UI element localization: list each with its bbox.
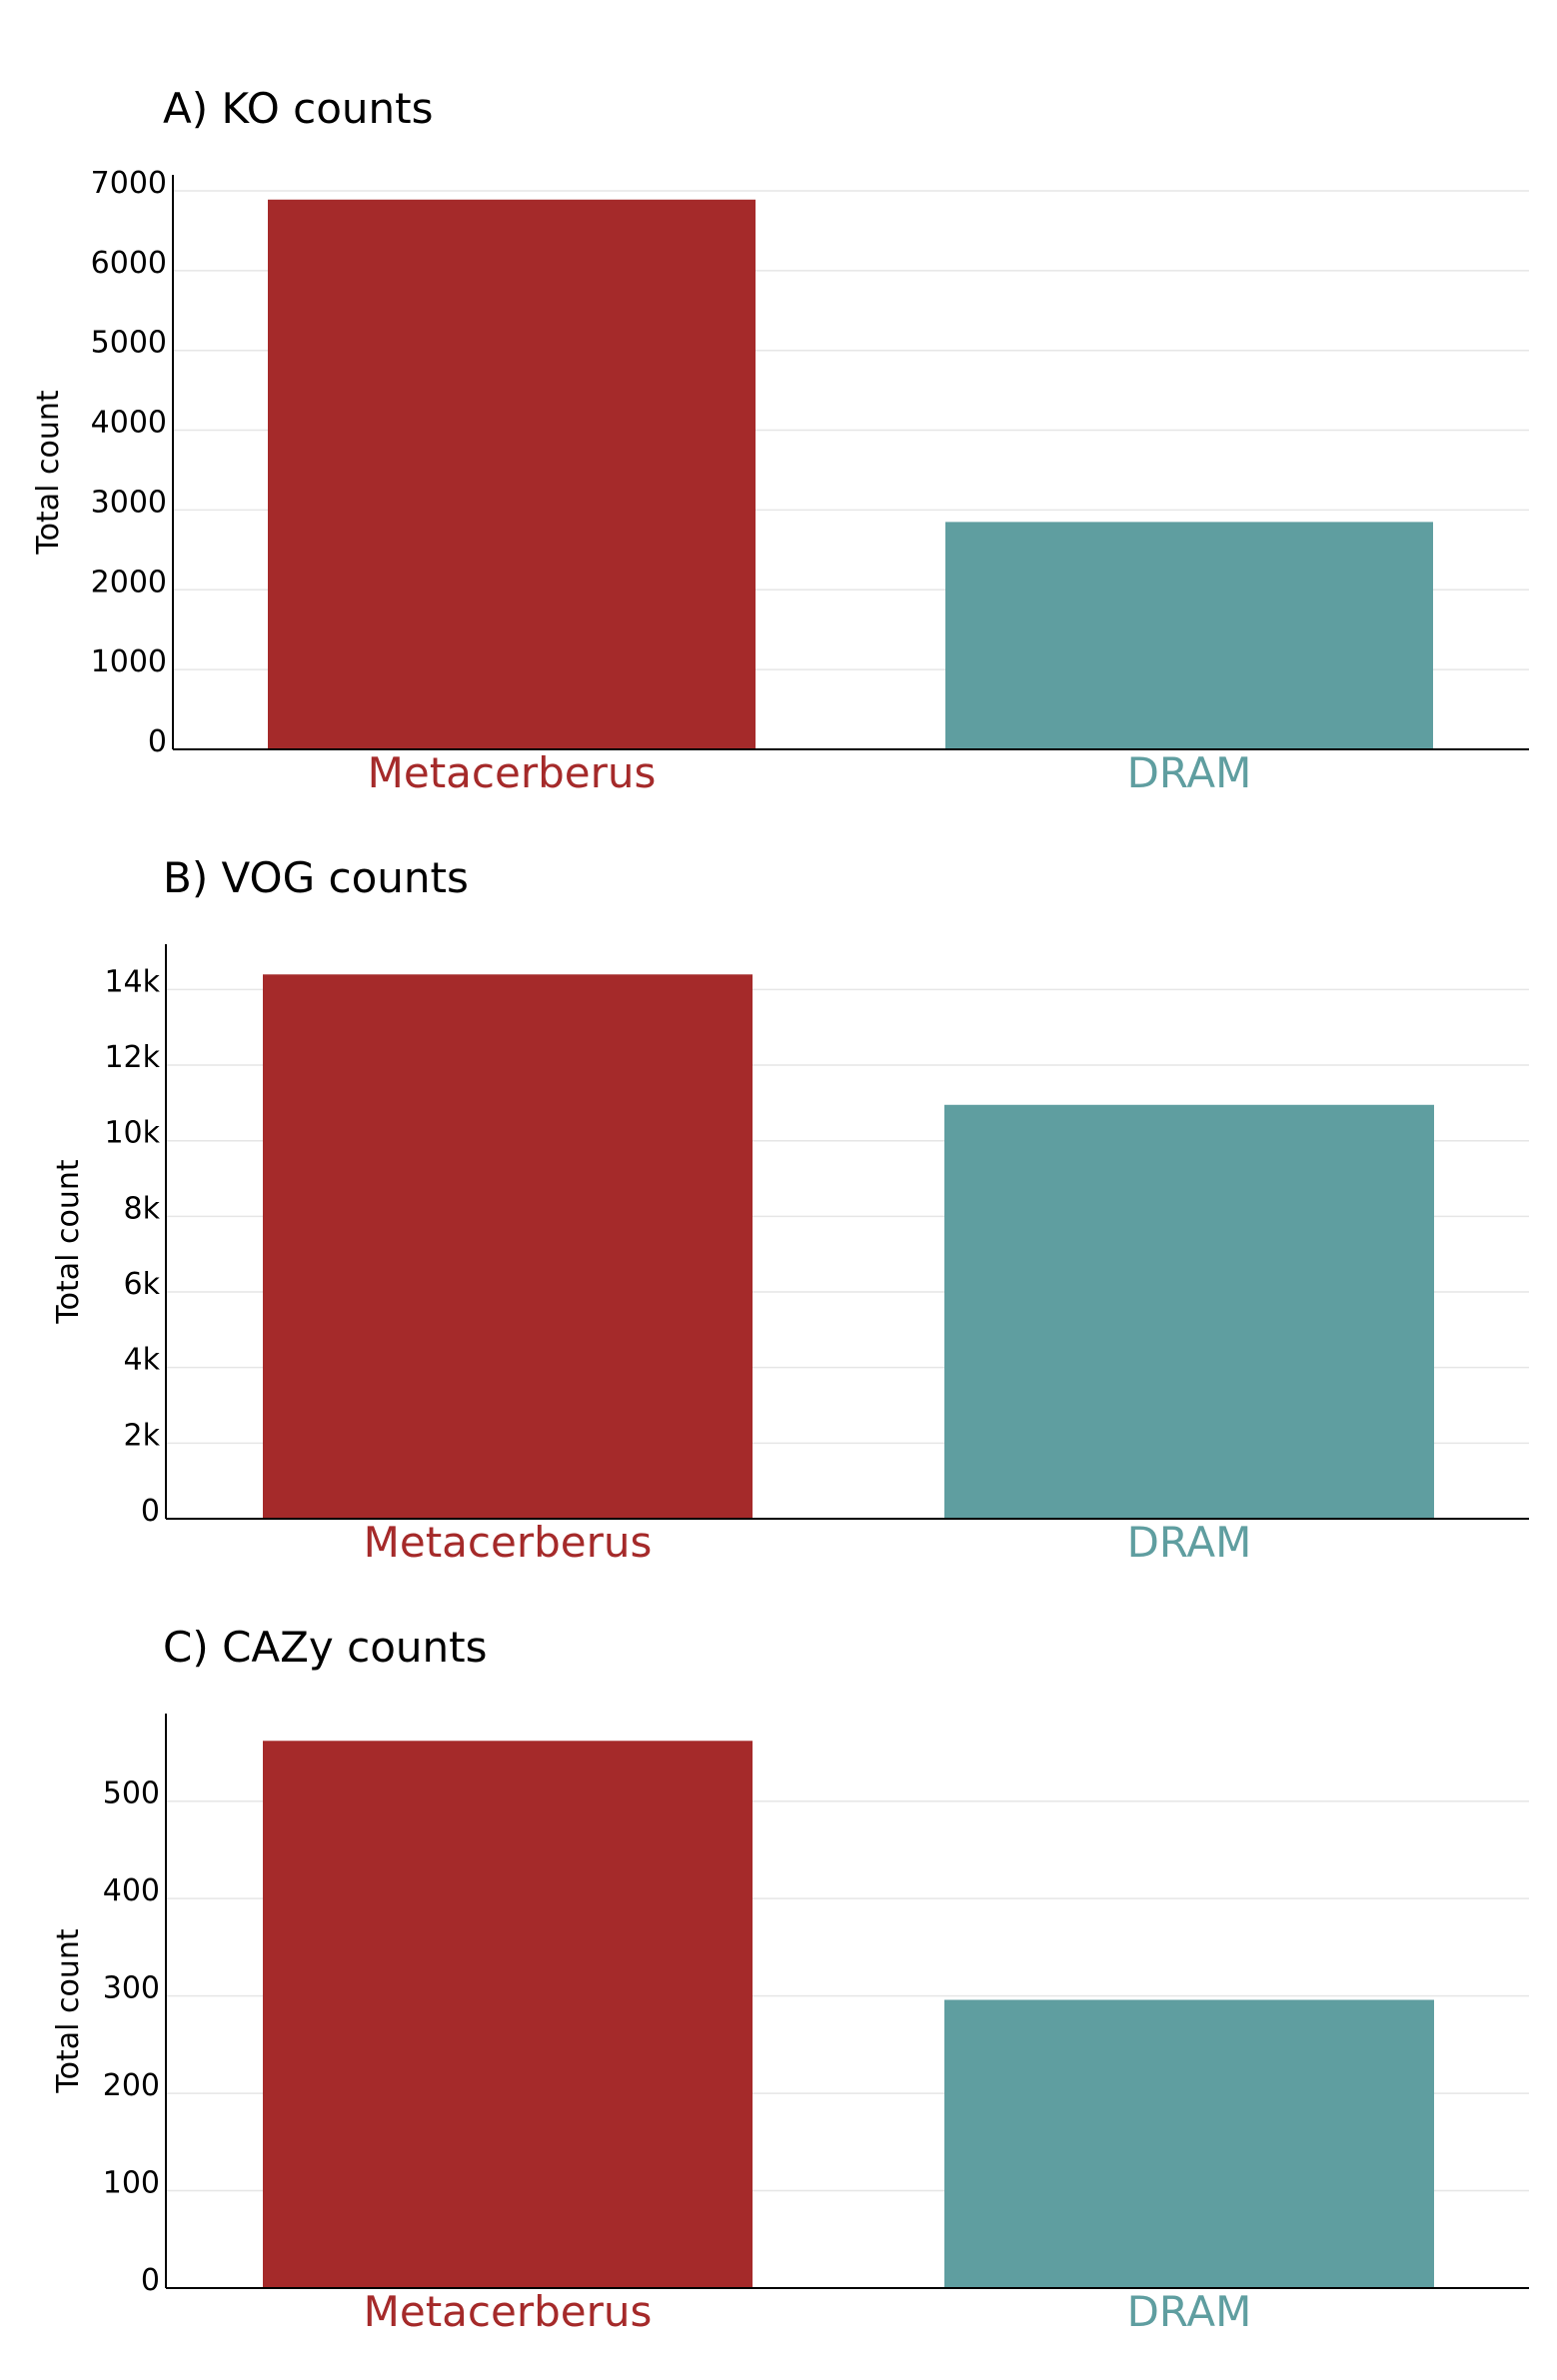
- chart-panel-2: B) VOG counts 0 2k 4k 6k 8k 10k 12k 14k Metacerbe…: [51, 853, 1529, 1567]
- chart-title: A) KO counts: [163, 84, 434, 133]
- bar-metacerberus: [268, 199, 756, 749]
- y-tick-label: 4000: [91, 406, 167, 441]
- chart-title: C) CAZy counts: [163, 1623, 487, 1672]
- y-tick-label: 400: [103, 1873, 160, 1908]
- x-category-label: DRAM: [1127, 2287, 1252, 2336]
- y-tick-label: 7000: [91, 166, 167, 201]
- chart-panel-1: A) KO counts 0 1000 2000 3000 4000 5000 6000 700…: [31, 84, 1529, 797]
- bar-metacerberus: [263, 974, 753, 1519]
- y-tick-label: 100: [103, 2166, 160, 2201]
- y-tick-label: 2000: [91, 565, 167, 599]
- bar-dram: [944, 1104, 1434, 1519]
- y-axis-title: Total count: [51, 1159, 86, 1324]
- chart-panel-3: C) CAZy counts 0 100 200 300 400 500 Metacerber…: [51, 1623, 1529, 2336]
- bar-metacerberus: [263, 1741, 753, 2288]
- y-tick-label: 1000: [91, 644, 167, 679]
- y-tick-label: 6k: [124, 1267, 161, 1302]
- y-tick-label: 4k: [124, 1343, 161, 1378]
- y-tick-label: 8k: [124, 1191, 161, 1226]
- y-tick-label: 0: [141, 2263, 160, 2298]
- y-tick-label: 300: [103, 1971, 160, 2006]
- x-category-label: DRAM: [1127, 748, 1252, 797]
- y-tick-label: 5000: [91, 326, 167, 361]
- bar-dram: [945, 522, 1433, 749]
- y-tick-label: 0: [148, 724, 167, 759]
- chart-title: B) VOG counts: [163, 853, 469, 902]
- y-tick-label: 10k: [104, 1116, 160, 1151]
- y-tick-label: 2k: [124, 1418, 161, 1453]
- y-tick-label: 6000: [91, 246, 167, 281]
- x-category-label: Metacerberus: [368, 748, 657, 797]
- y-tick-label: 12k: [104, 1040, 160, 1075]
- y-axis-title: Total count: [31, 390, 66, 555]
- y-axis-title: Total count: [51, 1928, 86, 2093]
- y-tick-label: 0: [141, 1494, 160, 1529]
- bar-dram: [944, 1999, 1434, 2288]
- y-tick-label: 3000: [91, 485, 167, 520]
- y-tick-label: 200: [103, 2068, 160, 2103]
- x-category-label: DRAM: [1127, 1518, 1252, 1567]
- y-tick-label: 500: [103, 1777, 160, 1811]
- x-category-label: Metacerberus: [364, 2287, 653, 2336]
- x-category-label: Metacerberus: [364, 1518, 653, 1567]
- y-tick-label: 14k: [104, 964, 160, 999]
